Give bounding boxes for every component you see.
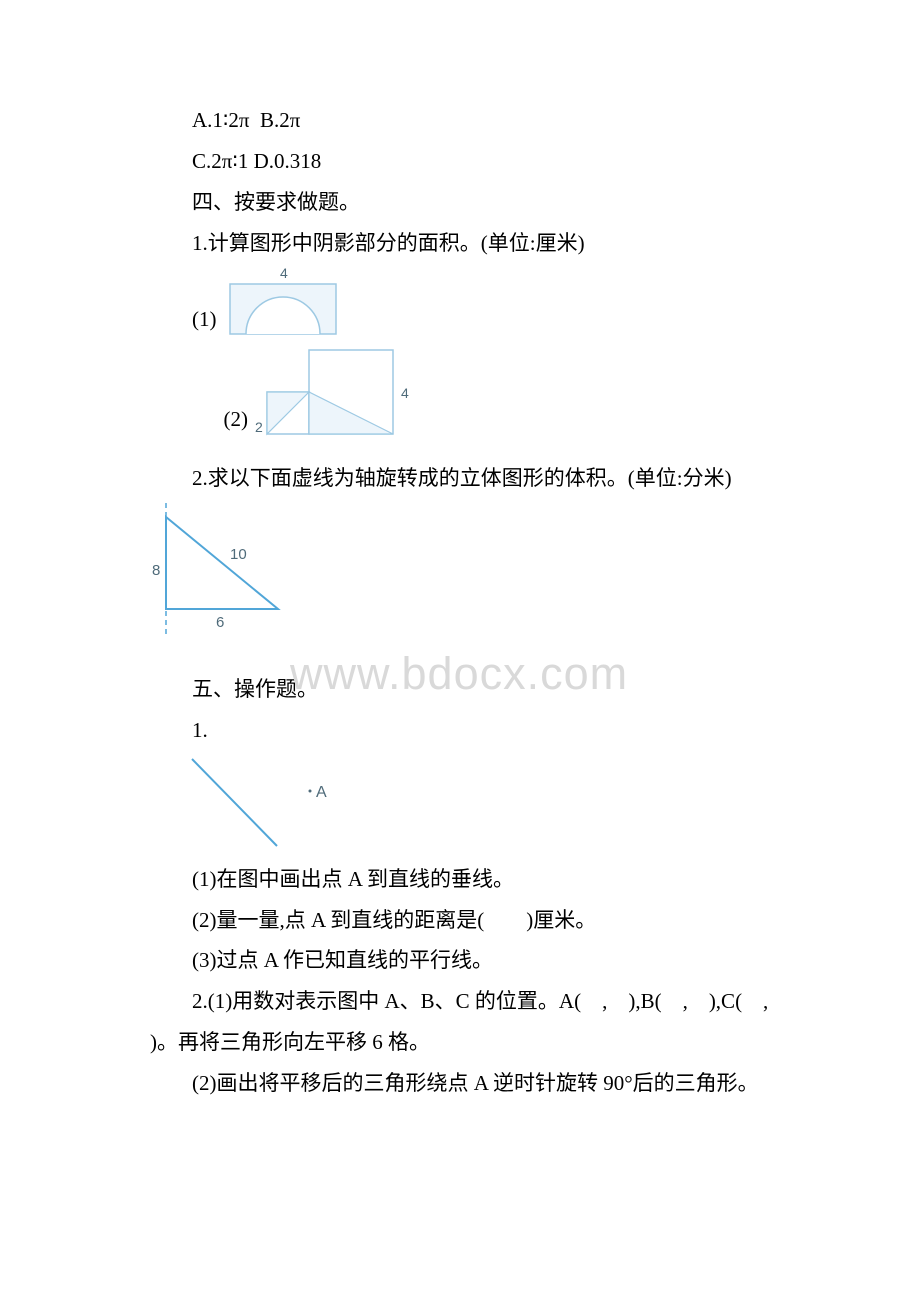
option-line-ab: A.1∶2π B.2π xyxy=(150,100,790,141)
option-line-cd: C.2π∶1 D.0.318 xyxy=(150,141,790,182)
section-5-title: 五、操作题。 xyxy=(150,669,790,710)
figure-4-1-2-dim4: 4 xyxy=(401,385,409,401)
figure-4-2-dim8: 8 xyxy=(152,562,160,579)
section-5-q2-1a: 2.(1)用数对表示图中 A、B、C 的位置。A( , ),B( , ),C( … xyxy=(150,981,790,1022)
option-a: A.1∶2π xyxy=(192,108,249,132)
figure-4-1-1-dim: 4 xyxy=(280,265,288,281)
section-4-q1: 1.计算图形中阴影部分的面积。(单位:厘米) xyxy=(150,223,790,264)
figure-4-2: 8 6 10 xyxy=(150,499,790,639)
figure-4-1-1: (1) 4 xyxy=(192,264,790,340)
section-5-q2-2: (2)画出将平移后的三角形绕点 A 逆时针旋转 90°后的三角形。 xyxy=(150,1063,790,1104)
option-d: D.0.318 xyxy=(254,149,322,173)
section-5-q2-1b: )。再将三角形向左平移 6 格。 xyxy=(150,1022,790,1063)
section-5-q1: 1. xyxy=(150,710,790,751)
option-b: B.2π xyxy=(260,108,300,132)
figure-4-1-2: (2) 2 4 xyxy=(224,344,791,440)
figure-4-1-2-label: (2) xyxy=(224,399,249,440)
figure-4-1-2-dim2: 2 xyxy=(255,419,263,435)
figure-4-1-1-label: (1) xyxy=(192,299,217,340)
section-4-title: 四、按要求做题。 xyxy=(150,182,790,223)
figure-4-2-dim6: 6 xyxy=(216,614,224,631)
figure-5-1-labelA: A xyxy=(316,784,327,801)
section-5-q1-2: (2)量一量,点 A 到直线的距离是( )厘米。 xyxy=(150,900,790,941)
section-5-q1-1: (1)在图中画出点 A 到直线的垂线。 xyxy=(150,859,790,900)
section-5-q1-3: (3)过点 A 作已知直线的平行线。 xyxy=(150,940,790,981)
option-c: C.2π∶1 xyxy=(192,149,248,173)
section-4-q2: 2.求以下面虚线为轴旋转成的立体图形的体积。(单位:分米) xyxy=(150,458,790,499)
figure-5-1: A xyxy=(182,751,791,851)
figure-4-2-dim10: 10 xyxy=(230,546,247,563)
